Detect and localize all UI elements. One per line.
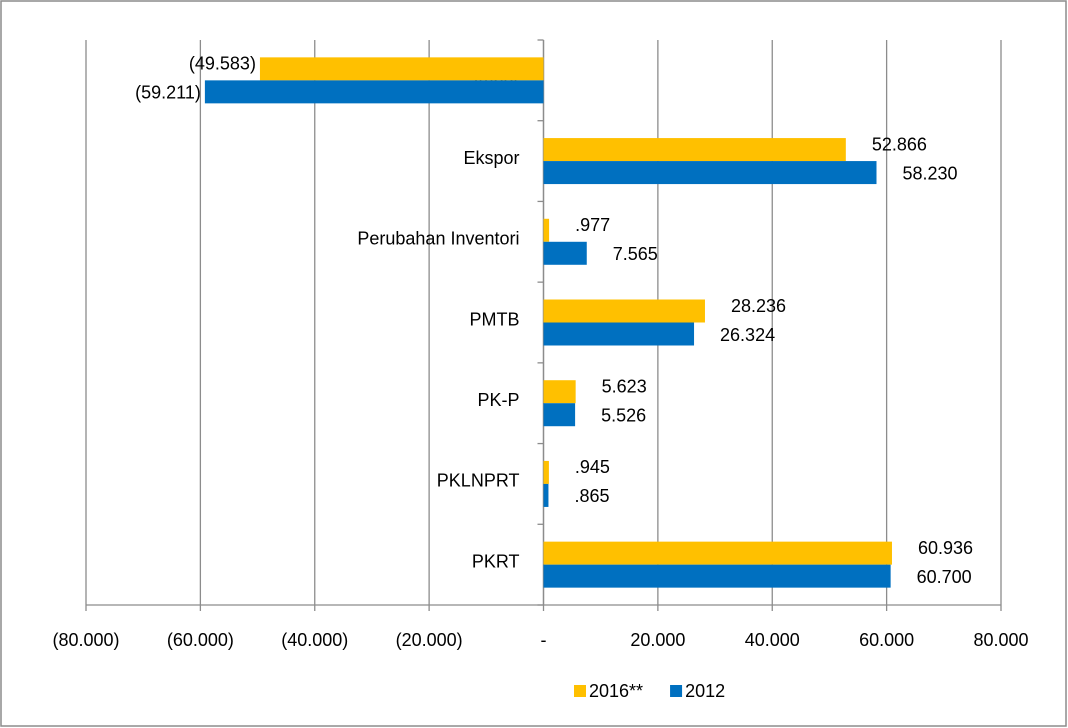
value-label: 5.623 — [602, 376, 647, 396]
value-label: 5.526 — [601, 405, 646, 425]
legend-swatch — [670, 685, 683, 697]
bar — [259, 57, 544, 81]
legend-label: 2016** — [589, 681, 643, 701]
value-label: .977 — [575, 215, 610, 235]
value-label: 60.700 — [917, 567, 972, 587]
legend-swatch — [574, 685, 586, 697]
value-label: (49.583) — [189, 54, 256, 74]
bar — [543, 299, 705, 323]
x-tick-label: 60.000 — [859, 630, 914, 650]
x-tick-label: (40.000) — [281, 630, 348, 650]
bar — [543, 380, 576, 404]
x-tick-label: 80.000 — [973, 630, 1028, 650]
category-label: Perubahan Inventori — [357, 229, 519, 249]
value-label: 58.230 — [903, 163, 958, 183]
value-label: .945 — [575, 457, 610, 477]
legend-label: 2012 — [685, 681, 725, 701]
bar — [204, 80, 544, 104]
bar — [543, 483, 549, 507]
x-tick-label: 20.000 — [630, 630, 685, 650]
value-label: 60.936 — [918, 538, 973, 558]
bar — [543, 161, 877, 185]
bar — [543, 460, 549, 484]
value-label: 7.565 — [613, 244, 658, 264]
x-tick-label: (20.000) — [396, 630, 463, 650]
category-label: PMTB — [469, 309, 519, 329]
bar — [543, 218, 550, 242]
category-label: PKRT — [472, 551, 520, 571]
value-label: 26.324 — [720, 325, 775, 345]
value-label: 52.866 — [872, 134, 927, 154]
x-tick-label: - — [541, 630, 547, 650]
bar — [543, 564, 891, 588]
bar — [543, 403, 576, 427]
bar — [543, 241, 587, 265]
value-label: .865 — [574, 486, 609, 506]
category-label: PKLNPRT — [437, 471, 520, 491]
bar — [543, 138, 846, 162]
x-tick-label: (60.000) — [167, 630, 234, 650]
x-tick-label: (80.000) — [52, 630, 119, 650]
value-label: 28.236 — [731, 296, 786, 316]
bar — [543, 541, 892, 565]
x-tick-label: 40.000 — [745, 630, 800, 650]
value-label: (59.211) — [135, 83, 201, 103]
category-label: Ekspor — [463, 148, 519, 168]
bar — [543, 322, 695, 346]
category-label: PK-P — [477, 390, 519, 410]
